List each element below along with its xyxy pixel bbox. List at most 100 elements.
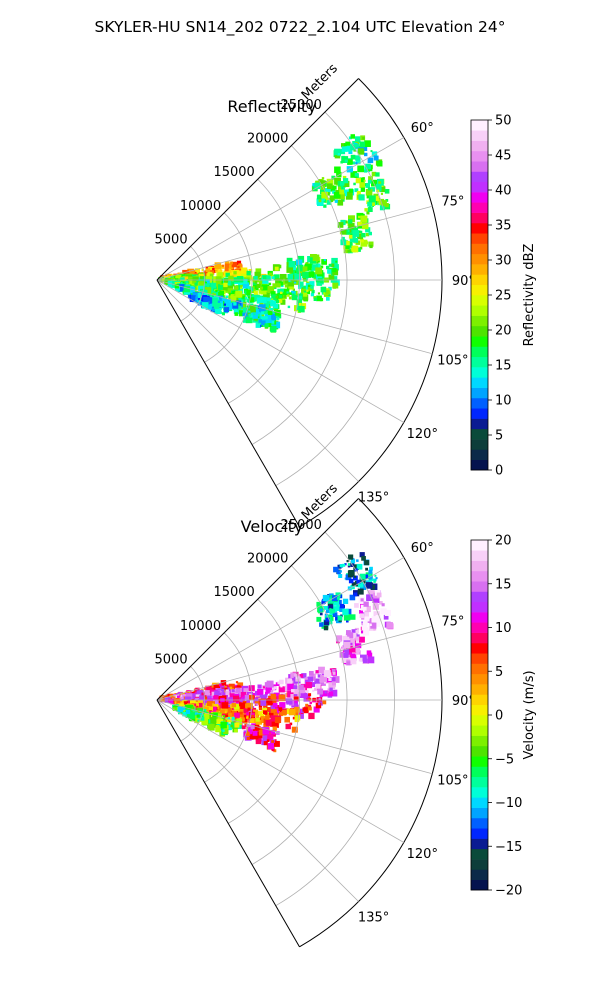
velocity-colorbar-swatch (471, 540, 488, 551)
velocity-colorbar-swatch (471, 859, 488, 870)
reflectivity-radial-tick-label: 20000 (247, 132, 288, 147)
reflectivity-colorbar-tick-label: 35 (495, 219, 512, 234)
velocity-colorbar-swatch (471, 776, 488, 788)
velocity-colorbar-swatch (471, 745, 488, 757)
velocity-angle-tick-label: 135° (358, 911, 389, 926)
reflectivity-colorbar-swatch (471, 161, 488, 172)
reflectivity-echo-field (158, 134, 391, 333)
reflectivity-colorbar-tick-label: 15 (495, 359, 512, 374)
reflectivity-colorbar-tick-label: 0 (495, 464, 503, 479)
reflectivity-echo-region (353, 171, 391, 215)
reflectivity-colorbar-swatch (471, 222, 488, 234)
reflectivity-colorbar-swatch (471, 181, 488, 193)
reflectivity-colorbar-swatch (471, 202, 488, 213)
velocity-colorbar-tick-label: −20 (495, 884, 522, 899)
reflectivity-colorbar-swatch (471, 171, 488, 183)
velocity-echo-field (158, 552, 394, 753)
velocity-colorbar-swatch (471, 756, 488, 767)
velocity-colorbar-swatch (471, 838, 488, 850)
reflectivity-colorbar-swatch (471, 356, 488, 368)
reflectivity-colorbar-swatch (471, 130, 488, 141)
reflectivity-colorbar-label: Reflectivity dBZ (522, 244, 537, 347)
velocity-colorbar: −20 −15 −10 −5 0 5 10 15 20 Velocity (m/s) (470, 534, 537, 899)
velocity-echo-region (172, 704, 229, 737)
velocity-colorbar-swatch (471, 550, 488, 561)
reflectivity-colorbar-swatch (471, 439, 488, 450)
velocity-colorbar-swatch (471, 848, 488, 860)
reflectivity-colorbar-swatch (471, 295, 488, 306)
reflectivity-grid (156, 78, 443, 528)
velocity-colorbar-swatch (471, 591, 488, 603)
reflectivity-colorbar-tick-label: 20 (495, 324, 512, 339)
velocity-colorbar-swatch (471, 581, 488, 592)
reflectivity-colorbar-swatch (471, 150, 488, 162)
reflectivity-colorbar-swatch (471, 397, 488, 409)
reflectivity-echo-region (333, 134, 383, 178)
velocity-colorbar-swatch (471, 570, 488, 582)
reflectivity-colorbar-swatch (471, 120, 488, 131)
velocity-radial-tick-label: 25000 (281, 518, 322, 533)
reflectivity-radial-tick-label: 15000 (213, 165, 254, 180)
reflectivity-colorbar-tick-label: 10 (495, 394, 512, 409)
reflectivity-colorbar-tick-label: 25 (495, 289, 512, 304)
velocity-colorbar-swatch (471, 653, 488, 664)
reflectivity-radial-tick-label: 10000 (180, 199, 221, 214)
reflectivity-panel: Reflectivity500010000150002000025000Mete… (155, 61, 537, 528)
velocity-echo-region (335, 626, 375, 666)
reflectivity-colorbar-swatch (471, 336, 488, 347)
velocity-colorbar-swatch (471, 725, 488, 736)
velocity-angle-tick-label: 120° (407, 847, 438, 862)
velocity-angle-tick-label: 105° (437, 773, 468, 788)
velocity-colorbar-tick-label: 0 (495, 709, 503, 724)
reflectivity-echo-region (244, 303, 282, 333)
reflectivity-colorbar-swatch (471, 387, 488, 399)
figure-suptitle: SKYLER-HU SN14_202 0722_2.104 UTC Elevat… (95, 18, 506, 37)
reflectivity-radial-tick-label: 25000 (281, 98, 322, 113)
reflectivity-colorbar-swatch (471, 212, 488, 224)
velocity-colorbar-swatch (471, 642, 488, 654)
reflectivity-colorbar-swatch (471, 243, 488, 255)
reflectivity-colorbar: 0 5 10 15 20 25 30 35 40 45 50 Reflectivity dBZ (470, 114, 537, 479)
reflectivity-angle-tick-label: 75° (441, 195, 464, 210)
reflectivity-colorbar-tick-label: 40 (495, 184, 512, 199)
reflectivity-colorbar-tick-label: 5 (495, 429, 503, 444)
reflectivity-angle-tick-label: 120° (407, 427, 438, 442)
reflectivity-angle-tick-label: 135° (358, 491, 389, 506)
reflectivity-echo-region (286, 254, 339, 284)
velocity-echo-region (354, 590, 394, 636)
velocity-colorbar-swatch (471, 663, 488, 675)
velocity-colorbar-swatch (471, 612, 488, 623)
velocity-colorbar-swatch (471, 684, 488, 695)
reflectivity-colorbar-swatch (471, 418, 488, 430)
velocity-radial-tick-label: 20000 (247, 552, 288, 567)
reflectivity-title: Reflectivity (227, 97, 316, 116)
velocity-colorbar-swatch (471, 828, 488, 839)
velocity-colorbar-swatch (471, 817, 488, 829)
reflectivity-colorbar-swatch (471, 325, 488, 337)
reflectivity-colorbar-tick-label: 30 (495, 254, 512, 269)
velocity-colorbar-swatch (471, 766, 488, 778)
reflectivity-colorbar-swatch (471, 449, 488, 460)
reflectivity-colorbar-swatch (471, 253, 488, 265)
reflectivity-colorbar-swatch (471, 192, 488, 203)
velocity-colorbar-tick-label: 5 (495, 665, 503, 680)
reflectivity-colorbar-tick-label: 45 (495, 149, 512, 164)
velocity-colorbar-swatch (471, 673, 488, 685)
velocity-colorbar-tick-label: −5 (495, 752, 514, 767)
velocity-echo-region (287, 666, 340, 699)
reflectivity-radial-tick-label: 5000 (155, 232, 188, 247)
reflectivity-colorbar-tick-label: 50 (495, 114, 512, 129)
velocity-colorbar-tick-label: 15 (495, 577, 512, 592)
reflectivity-colorbar-swatch (471, 428, 488, 440)
reflectivity-angle-tick-label: 105° (437, 353, 468, 368)
reflectivity-colorbar-swatch (471, 305, 488, 316)
velocity-echo-region (316, 592, 356, 631)
velocity-colorbar-tick-label: −15 (495, 840, 522, 855)
reflectivity-colorbar-swatch (471, 315, 488, 327)
velocity-colorbar-swatch (471, 879, 488, 891)
velocity-colorbar-swatch (471, 694, 488, 705)
velocity-colorbar-swatch (471, 797, 488, 808)
reflectivity-colorbar-swatch (471, 284, 488, 296)
velocity-colorbar-swatch (471, 735, 488, 747)
